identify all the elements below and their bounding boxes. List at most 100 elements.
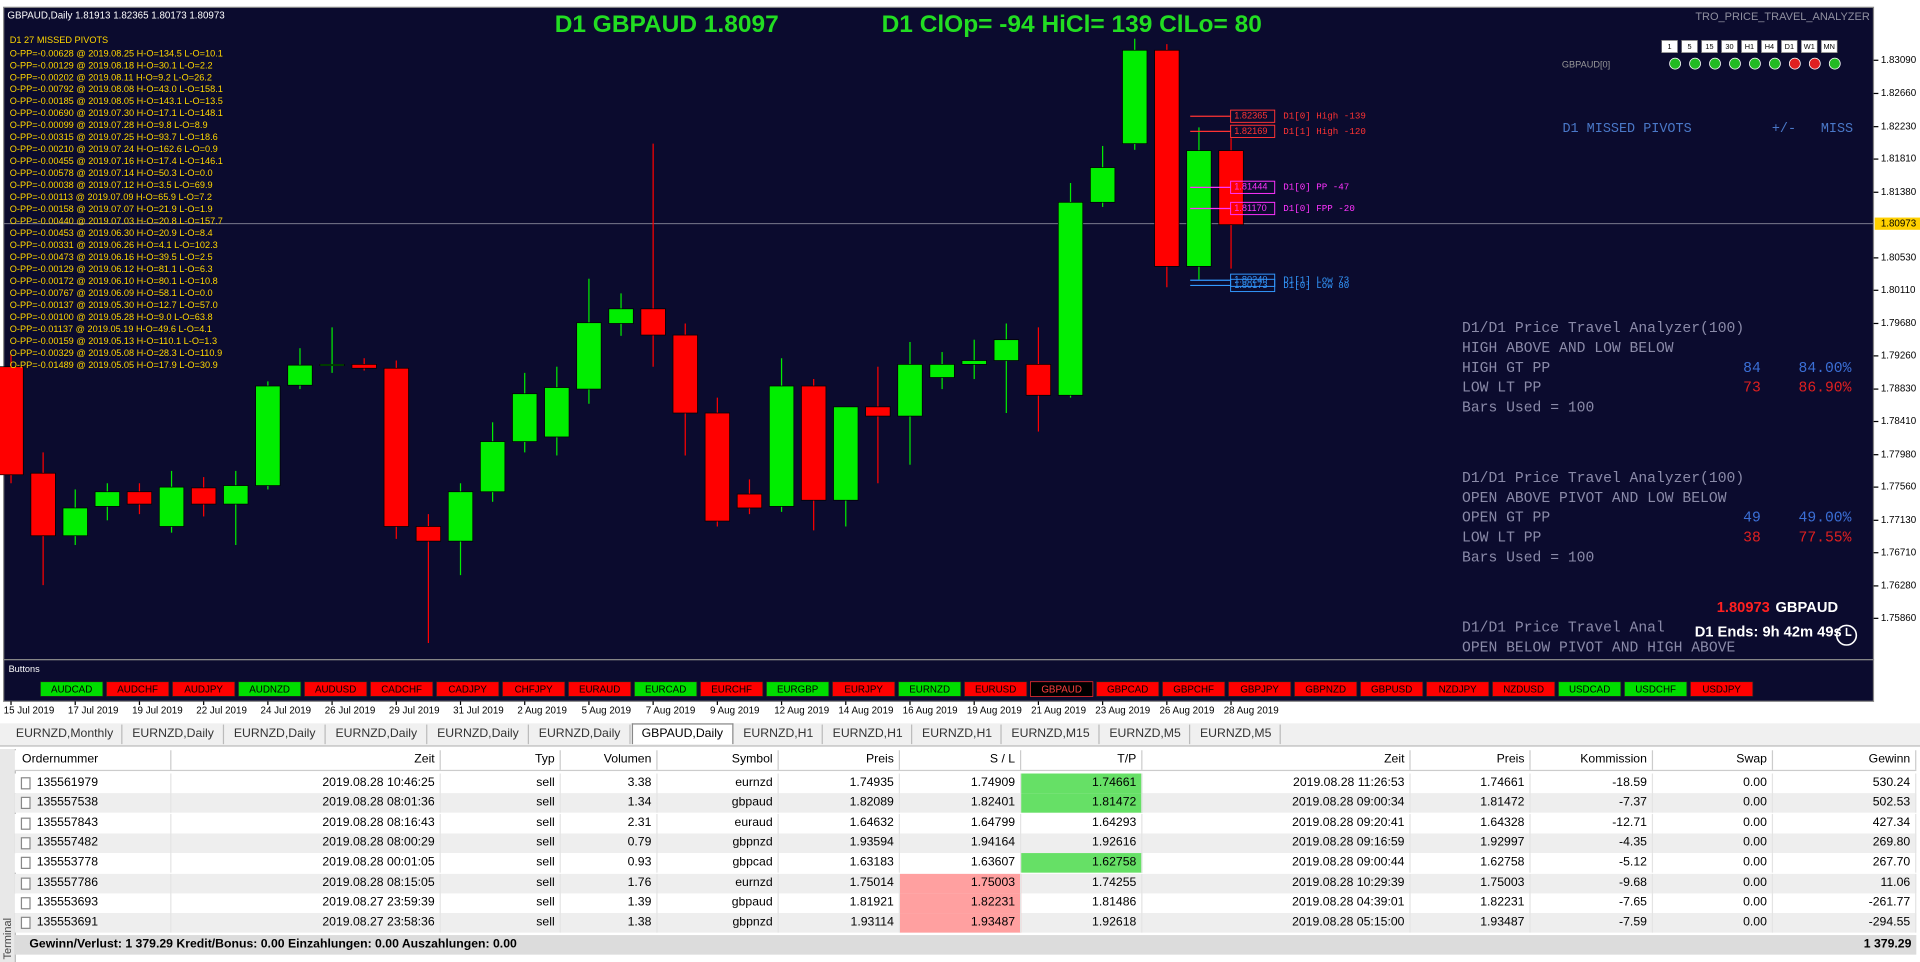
symbol-button[interactable] <box>502 681 566 697</box>
symbol-button[interactable] <box>40 681 104 697</box>
tab[interactable]: EURNZD,Monthly <box>7 724 124 745</box>
symbol-button[interactable] <box>634 681 698 697</box>
symbol-button[interactable] <box>1624 681 1688 697</box>
tab[interactable]: EURNZD,M15 <box>1003 724 1100 745</box>
symbol-button-label: EURUSD <box>975 684 1016 695</box>
table-cell: 1.93114 <box>779 913 901 933</box>
missed-pm: +/- <box>1772 122 1796 137</box>
date-label: 23 Aug 2019 <box>1095 706 1150 717</box>
timeframe-symbol: GBPAUD[0] <box>1562 59 1610 69</box>
symbol-button[interactable] <box>1360 681 1424 697</box>
timeframe-button <box>1761 40 1778 53</box>
symbol-button[interactable] <box>1294 681 1358 697</box>
tab[interactable]: EURNZD,H1 <box>735 724 824 745</box>
timeframe-label: 1 <box>1668 42 1672 51</box>
candle-body <box>768 385 795 507</box>
symbol-button[interactable] <box>172 681 236 697</box>
tab[interactable]: EURNZD,Daily <box>327 724 427 745</box>
tab[interactable]: EURNZD,H1 <box>824 724 913 745</box>
symbol-button[interactable] <box>1492 681 1556 697</box>
column-header: Symbol <box>658 750 779 770</box>
analyzer-label: LOW LT PP <box>1462 531 1542 547</box>
symbol-button[interactable] <box>1030 681 1094 697</box>
tab[interactable]: EURNZD,Daily <box>124 724 224 745</box>
tab[interactable]: GBPAUD,Daily <box>631 723 733 745</box>
symbol-button[interactable] <box>766 681 830 697</box>
symbol-button[interactable] <box>370 681 434 697</box>
table-cell: 1.92997 <box>1411 833 1531 853</box>
symbol-button[interactable] <box>568 681 632 697</box>
table-cell: 2019.08.28 00:01:05 <box>171 853 441 873</box>
symbol-button[interactable] <box>1162 681 1226 697</box>
timeframe-button <box>1721 40 1738 53</box>
price-label: 1.79680 <box>1881 318 1917 329</box>
date-label: 12 Aug 2019 <box>774 706 829 717</box>
price-label: 1.81810 <box>1881 154 1917 165</box>
tab[interactable]: EURNZD,M5 <box>1101 724 1191 745</box>
symbol-button[interactable] <box>1690 681 1754 697</box>
symbol-button[interactable] <box>238 681 302 697</box>
table-cell: euraud <box>658 813 779 833</box>
symbol-button-label: AUDUSD <box>315 684 356 695</box>
column-header: Gewinn <box>1773 750 1917 770</box>
candle-body <box>576 322 602 390</box>
symbol-button-label: USDCAD <box>1569 684 1610 695</box>
price-label: 1.79260 <box>1881 350 1917 361</box>
candle-body <box>1122 49 1148 145</box>
symbol-button-label: EURAUD <box>579 684 620 695</box>
tab[interactable]: EURNZD,Daily <box>530 724 631 745</box>
analyzer-pct: 86.90% <box>1799 381 1852 397</box>
table-cell: 1.92618 <box>1021 913 1143 933</box>
table-cell: -7.65 <box>1531 893 1654 913</box>
pivot-price: 1.80173 <box>1234 280 1267 290</box>
price-label: 1.77980 <box>1881 449 1917 460</box>
pivot-price: 1.81444 <box>1234 182 1267 192</box>
analyzer-title: D1/D1 Price Travel Analyzer(100) <box>1462 321 1744 337</box>
symbol-button[interactable] <box>1096 681 1160 697</box>
tab[interactable]: EURNZD,Daily <box>429 724 529 745</box>
timeframe-label: H1 <box>1745 42 1754 51</box>
current-price-tag <box>1874 217 1920 230</box>
overlay-symbol: GBPAUD <box>1776 600 1839 616</box>
pivot-text: D1[1] Low 73 <box>1283 275 1349 286</box>
missed-pivot-line: O-PP=-0.00455 @ 2019.07.16 H-O=17.4 L-O=… <box>10 156 223 166</box>
table-cell: 1.34 <box>561 793 658 814</box>
missed-pivot-line: O-PP=-0.00099 @ 2019.07.28 H-O=9.8 L-O=8… <box>10 120 208 130</box>
missed-pivot-line: O-PP=-0.01489 @ 2019.05.05 H-O=17.9 L-O=… <box>10 360 218 370</box>
footer-total: 1 379.29 <box>1863 938 1912 952</box>
missed-pivot-line: O-PP=-0.00315 @ 2019.07.25 H-O=93.7 L-O=… <box>10 132 218 142</box>
missed-pivot-line: O-PP=-0.00473 @ 2019.06.16 H-O=39.5 L-O=… <box>10 252 213 262</box>
tab[interactable]: EURNZD,H1 <box>913 724 1002 745</box>
symbol-button[interactable] <box>1426 681 1490 697</box>
symbol-button-label: CHFJPY <box>515 684 554 695</box>
symbol-button[interactable] <box>304 681 368 697</box>
table-cell: 1.38 <box>561 913 658 933</box>
symbol-button-label: AUDCAD <box>51 684 92 695</box>
candle-body <box>961 360 987 365</box>
symbol-line: GBPAUD,Daily 1.81913 1.82365 1.80173 1.8… <box>7 11 225 22</box>
timeframe-button <box>1800 40 1818 53</box>
tab[interactable]: EURNZD,M5 <box>1191 724 1282 745</box>
tab[interactable]: EURNZD,Daily <box>225 724 326 745</box>
analyzer-label: HIGH GT PP <box>1462 361 1550 377</box>
missed-pivot-line: O-PP=-0.00113 @ 2019.07.09 H-O=65.9 L-O=… <box>10 192 212 202</box>
table-cell: -7.37 <box>1531 793 1654 814</box>
symbol-button[interactable] <box>436 681 500 697</box>
table-cell: sell <box>441 853 561 873</box>
table-cell: 135561979 <box>17 773 172 794</box>
date-label: 5 Aug 2019 <box>582 706 632 717</box>
candle-body <box>865 406 891 417</box>
symbol-button[interactable] <box>1558 681 1622 697</box>
pivot-box <box>1230 124 1276 138</box>
symbol-button[interactable] <box>964 681 1028 697</box>
symbol-button[interactable] <box>1228 681 1292 697</box>
overlay-price: 1.80973 <box>1717 600 1770 616</box>
table-cell: 135557786 <box>17 873 172 893</box>
symbol-button[interactable] <box>832 681 896 697</box>
symbol-button[interactable] <box>700 681 764 697</box>
symbol-button-label: GBPCAD <box>1107 684 1148 695</box>
symbol-button[interactable] <box>106 681 170 697</box>
order-icon <box>20 797 31 810</box>
candle-body <box>319 364 345 366</box>
symbol-button[interactable] <box>898 681 962 697</box>
